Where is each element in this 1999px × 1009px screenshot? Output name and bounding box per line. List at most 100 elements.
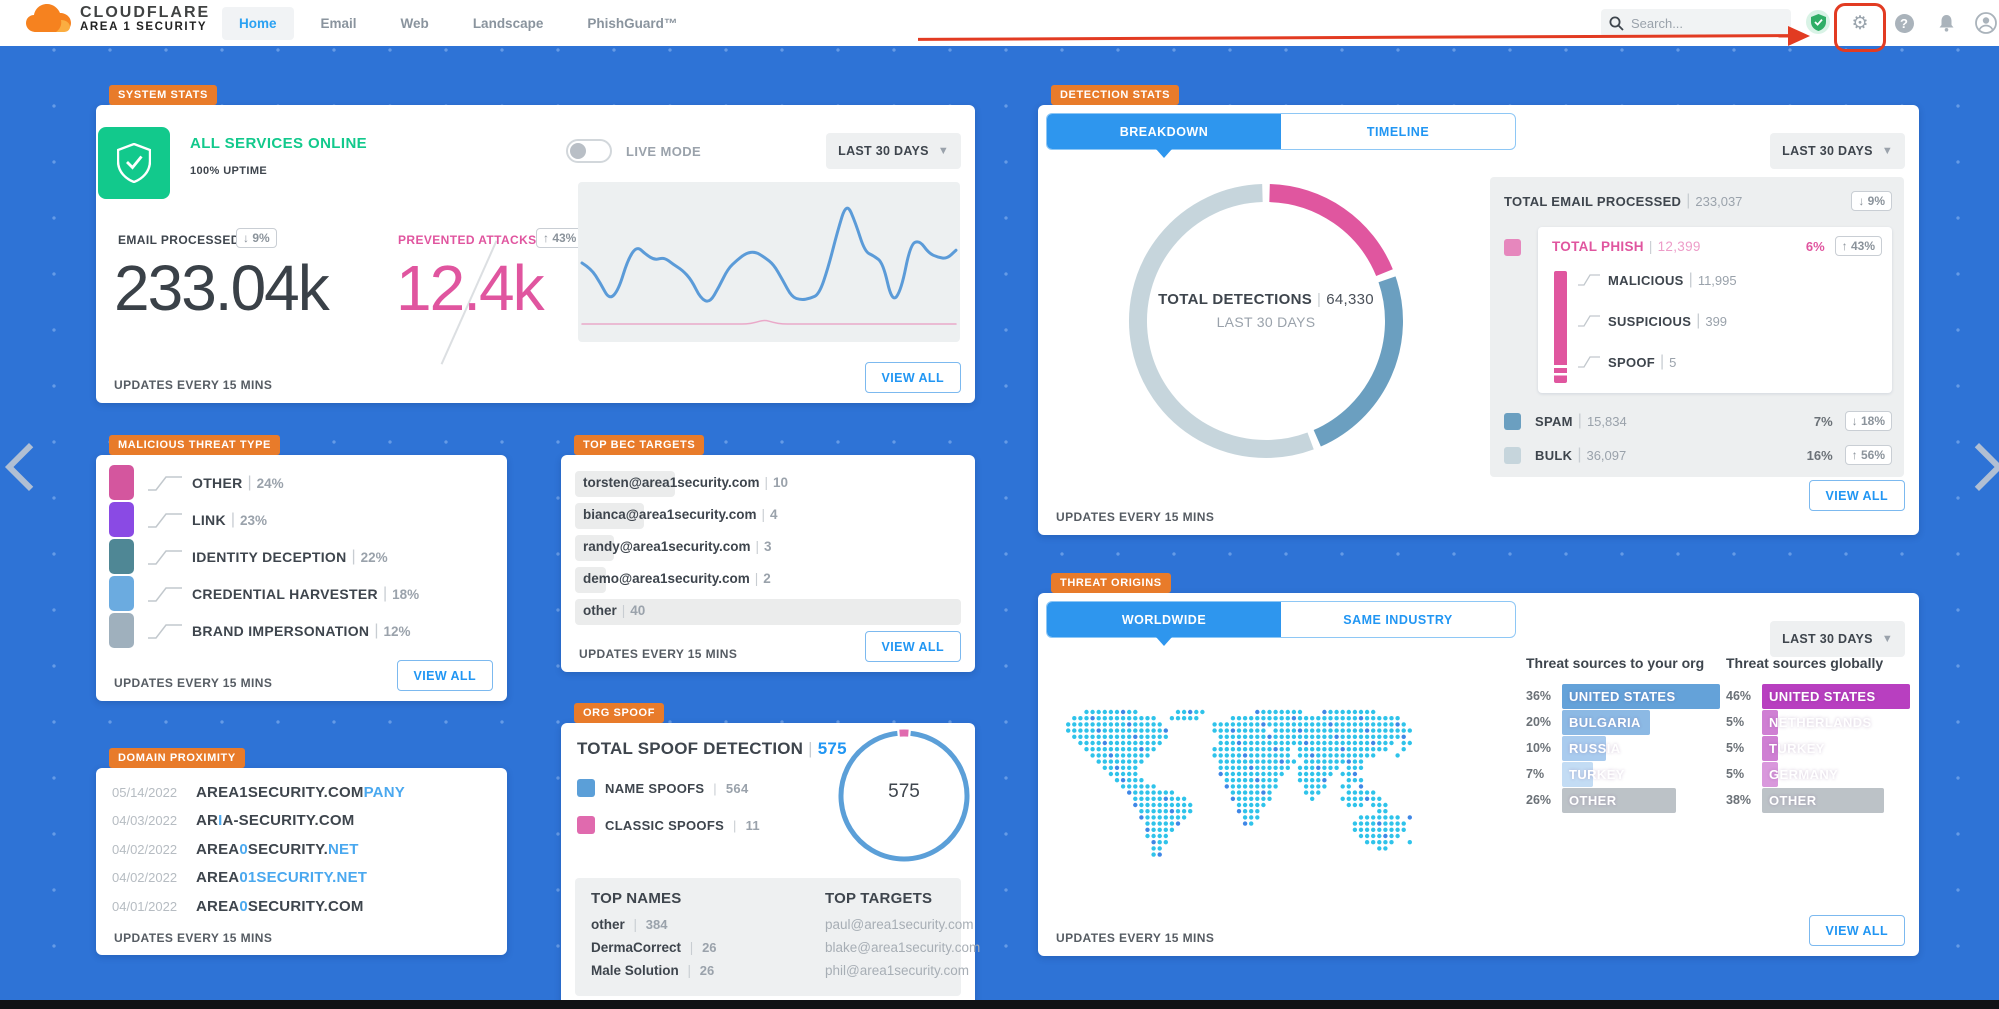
legend-chip [1504, 412, 1521, 430]
threat-source-row: 5% TURKEY [1726, 735, 1916, 761]
detection-row-spam: SPAM | 15,834 7% ↓ 18% [1504, 409, 1892, 433]
legend-chip [1504, 446, 1521, 464]
view-all-button[interactable]: VIEW ALL [1808, 915, 1905, 946]
system-stats-card: SYSTEM STATS ALL SERVICES ONLINE 100% UP… [96, 85, 975, 403]
tab-breakdown[interactable]: BREAKDOWN [1047, 114, 1281, 158]
view-all-button[interactable]: VIEW ALL [864, 362, 961, 393]
threat-type-row: LINK | 23% [148, 502, 267, 538]
domain-row: 05/14/2022 AREA1SECURITY.COMPANY [112, 783, 405, 801]
card-tag: MALICIOUS THREAT TYPE [109, 435, 280, 455]
card-tag: THREAT ORIGINS [1051, 573, 1171, 593]
tab-worldwide[interactable]: WORLDWIDE [1047, 602, 1281, 646]
threat-source-bar: RUSSIA [1562, 735, 1620, 761]
help-icon[interactable]: ? [1892, 11, 1916, 35]
nav-item-landscape[interactable]: Landscape [472, 15, 544, 31]
top-target-row: blake@area1security.com [825, 940, 981, 955]
nav-item-web[interactable]: Web [400, 15, 429, 31]
search-input[interactable] [1631, 15, 1771, 31]
domain-row: 04/02/2022 AREA0SECURITY.NET [112, 840, 359, 858]
detections-donut-center: TOTAL DETECTIONS | 64,330 LAST 30 DAYS [1158, 291, 1374, 330]
malicious-threat-type-card: MALICIOUS THREAT TYPE OTHER | 24% LINK | 23% I… [96, 435, 507, 701]
threat-type-chip-3 [109, 539, 134, 574]
threat-source-row: 7% TURKEY [1526, 761, 1726, 787]
prevented-attacks-delta-badge: ↑ 43% [536, 228, 584, 248]
top-bec-targets-card: TOP BEC TARGETS torsten@area1security.co… [561, 435, 975, 672]
leader-line [148, 513, 182, 528]
nav-item-email[interactable]: Email [320, 15, 357, 31]
card-tag: SYSTEM STATS [109, 85, 217, 105]
range-dropdown[interactable]: LAST 30 DAYS ▼ [826, 133, 961, 169]
live-mode-toggle[interactable] [566, 139, 612, 163]
threat-source-row: 46% UNITED STATES [1726, 683, 1916, 709]
top-target-row: paul@area1security.com [825, 917, 974, 932]
view-all-button[interactable]: VIEW ALL [396, 660, 493, 691]
card-tag: DOMAIN PROXIMITY [109, 748, 245, 768]
leader-line [1578, 356, 1600, 368]
bec-target-row: torsten@area1security.com | 10 [575, 471, 961, 497]
detection-tabs: BREAKDOWN TIMELINE [1046, 113, 1516, 158]
world-dot-map [1050, 681, 1426, 891]
carousel-right-chevron[interactable] [1954, 442, 1999, 492]
phish-color-chip [1504, 239, 1521, 256]
phish-child-row: SUSPICIOUS | 399 [1578, 312, 1727, 330]
top-name-row: other | 384 [591, 917, 668, 932]
threat-source-bar: OTHER [1762, 787, 1885, 813]
detection-row-bulk: BULK | 36,097 16% ↑ 56% [1504, 443, 1892, 467]
threat-source-bar: UNITED STATES [1762, 683, 1910, 709]
threat-type-row: BRAND IMPERSONATION | 12% [148, 613, 411, 649]
detection-breakdown-panel: TOTAL EMAIL PROCESSED | 233,037 ↓ 9% TOTA… [1490, 177, 1904, 477]
domain-row: 04/03/2022 ARIA-SECURITY.COM [112, 812, 355, 829]
threat-source-bar: OTHER [1562, 787, 1677, 813]
global-sources-heading: Threat sources globally [1726, 655, 1884, 671]
user-icon[interactable] [1974, 11, 1998, 35]
updates-note: UPDATES EVERY 15 MINS [1056, 931, 1215, 945]
threat-source-row: 10% RUSSIA [1526, 735, 1726, 761]
bottom-strip [0, 1000, 1999, 1009]
shield-check-badge-icon[interactable] [1806, 10, 1830, 34]
phish-child-row: MALICIOUS | 11,995 [1578, 271, 1737, 289]
search-box[interactable] [1601, 9, 1791, 37]
main-nav: Home Email Web Landscape PhishGuard™ [222, 0, 694, 46]
threat-source-bar: TURKEY [1762, 735, 1824, 761]
view-all-button[interactable]: VIEW ALL [864, 631, 961, 662]
total-spoof-value: 575 [817, 739, 847, 758]
total-phish-subcard: TOTAL PHISH | 12,399 6% ↑ 43% MALICIOUS | 11… [1538, 227, 1892, 393]
org-sources-column: Threat sources to your org 36% UNITED STA… [1526, 655, 1726, 813]
threat-type-row: OTHER | 24% [148, 465, 284, 501]
email-processed-value: 233.04k [114, 252, 330, 324]
carousel-left-chevron[interactable] [4, 442, 54, 492]
top-targets-heading: TOP TARGETS [825, 890, 933, 907]
leader-line [1578, 315, 1600, 327]
nav-item-phishguard[interactable]: PhishGuard™ [587, 15, 678, 31]
tab-same-industry[interactable]: SAME INDUSTRY [1343, 612, 1453, 627]
threat-type-row: CREDENTIAL HARVESTER | 18% [148, 576, 419, 612]
updates-note: UPDATES EVERY 15 MINS [1056, 510, 1215, 524]
card-tag: DETECTION STATS [1051, 85, 1180, 105]
range-dropdown[interactable]: LAST 30 DAYS ▼ [1770, 621, 1905, 657]
card-tag: ORG SPOOF [574, 703, 665, 723]
top-target-row: phil@area1security.com [825, 963, 970, 978]
gear-icon[interactable]: ⚙ [1851, 12, 1869, 34]
spoof-donut-center-value: 575 [888, 781, 920, 802]
threat-type-row: IDENTITY DECEPTION | 22% [148, 539, 388, 575]
updates-note: UPDATES EVERY 15 MINS [114, 378, 273, 392]
spoof-legend-item: NAME SPOOFS | 564 [577, 779, 748, 797]
threat-source-bar: NETHERLANDS [1762, 709, 1871, 735]
uptime-label: 100% UPTIME [190, 165, 268, 177]
threat-origins-card: THREAT ORIGINS WORLDWIDE SAME INDUSTRY L… [1038, 573, 1919, 956]
threat-type-chip-5 [109, 613, 134, 648]
threat-type-color-bar [109, 465, 134, 650]
services-status: ALL SERVICES ONLINE [190, 135, 368, 152]
bell-icon[interactable] [1934, 11, 1958, 35]
top-name-row: Male Solution | 26 [591, 963, 715, 978]
traffic-sparkline-chart [580, 206, 958, 325]
total-spoof-title: TOTAL SPOOF DETECTION | 575 [577, 739, 847, 758]
nav-item-home[interactable]: Home [222, 6, 294, 40]
view-all-button[interactable]: VIEW ALL [1808, 480, 1905, 511]
total-phish-row: TOTAL PHISH | 12,399 [1552, 239, 1701, 254]
threat-type-chip-1 [109, 465, 134, 500]
range-dropdown[interactable]: LAST 30 DAYS ▼ [1770, 133, 1905, 169]
updates-note: UPDATES EVERY 15 MINS [114, 676, 273, 690]
threat-source-row: 5% GERMANY [1726, 761, 1916, 787]
tab-timeline[interactable]: TIMELINE [1366, 124, 1430, 139]
